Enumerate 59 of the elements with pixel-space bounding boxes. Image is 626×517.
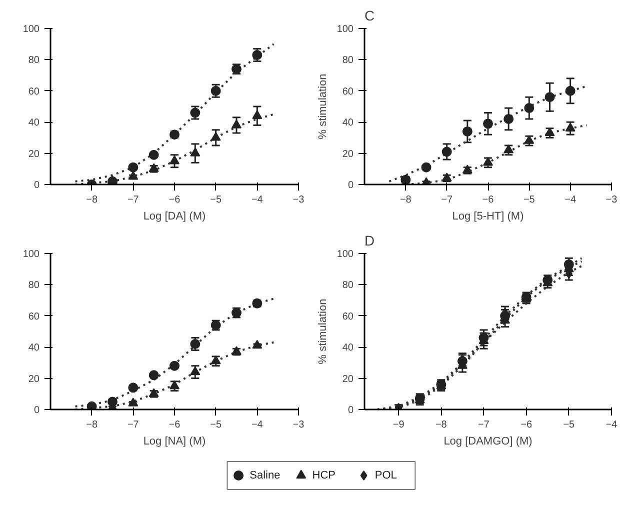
chart-title: D: [364, 232, 375, 248]
x-axis-title: Log [5-HT] (M): [452, 210, 524, 222]
x-tick-label: −6: [482, 194, 494, 206]
x-tick-label: −9: [392, 420, 405, 430]
y-tick-label: 80: [28, 280, 40, 292]
y-tick-label: 40: [342, 342, 354, 354]
chart-title: C: [364, 8, 375, 24]
x-tick-label: −8: [86, 194, 98, 206]
y-axis-title: % stimulation: [316, 74, 329, 140]
y-tick-label: 0: [348, 405, 354, 416]
y-tick-label: 80: [28, 55, 40, 66]
y-tick-label: 20: [342, 374, 354, 385]
x-tick-label: −3: [292, 194, 305, 206]
y-tick-label: 0: [348, 180, 354, 191]
x-tick-label: −7: [441, 194, 453, 206]
legend-label: POL: [374, 470, 397, 482]
y-tick-label: 0: [34, 405, 40, 416]
x-axis-title: Log [DA] (M): [143, 210, 206, 222]
y-tick-label: 60: [342, 86, 354, 98]
y-axis-title: % stimulation: [316, 298, 329, 364]
y-tick-label: 0: [34, 180, 40, 191]
x-tick-label: −5: [210, 194, 222, 206]
x-tick-label: −3: [292, 420, 305, 430]
y-tick-label: 60: [28, 86, 40, 98]
x-tick-label: −7: [478, 420, 490, 430]
y-tick-label: 80: [342, 55, 354, 66]
x-tick-label: −4: [606, 420, 618, 430]
x-tick-label: −5: [523, 194, 536, 206]
y-tick-label: 100: [336, 24, 354, 35]
y-tick-label: 60: [28, 311, 40, 322]
legend-label: Saline: [250, 470, 280, 482]
y-tick-label: 40: [342, 118, 354, 129]
x-tick-label: −6: [520, 420, 532, 430]
x-tick-label: −5: [563, 420, 576, 430]
y-tick-label: 20: [28, 148, 40, 160]
x-axis-title: Log [DAMGO] (M): [444, 436, 532, 448]
x-tick-label: −7: [127, 420, 140, 430]
x-tick-label: −3: [606, 194, 618, 206]
x-tick-label: −8: [400, 194, 412, 206]
y-tick-label: 20: [342, 148, 354, 160]
x-tick-label: −4: [251, 194, 264, 206]
y-tick-label: 100: [22, 24, 40, 35]
y-tick-label: 60: [342, 311, 354, 322]
y-tick-label: 80: [342, 280, 354, 292]
x-tick-label: −6: [168, 194, 181, 206]
x-tick-label: −4: [564, 194, 576, 206]
x-tick-label: −7: [127, 194, 140, 206]
x-tick-label: −8: [435, 420, 448, 430]
x-axis-title: Log [NA] (M): [143, 436, 206, 448]
x-tick-label: −5: [210, 420, 222, 430]
x-tick-label: −6: [168, 420, 181, 430]
y-tick-label: 40: [28, 342, 40, 354]
y-tick-label: 100: [22, 249, 40, 260]
x-tick-label: −8: [86, 420, 98, 430]
y-tick-label: 40: [28, 118, 40, 129]
legend-label: HCP: [312, 470, 336, 482]
x-tick-label: −4: [251, 420, 264, 430]
y-tick-label: 100: [336, 249, 354, 260]
y-tick-label: 20: [28, 374, 40, 385]
